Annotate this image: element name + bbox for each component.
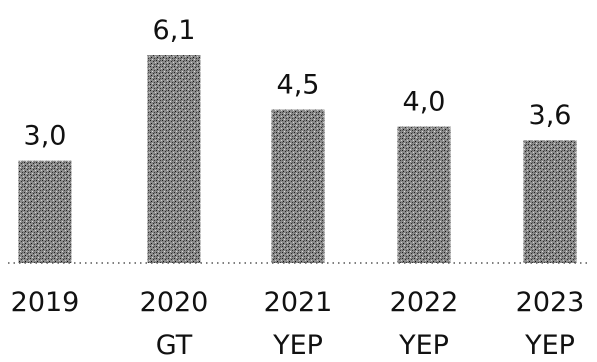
value-label-2020: 6,1 [153, 15, 196, 46]
value-labels-group: 3,0 6,1 4,5 4,0 3,6 [24, 15, 572, 152]
bar-2022 [397, 126, 451, 263]
bar-2019 [18, 160, 72, 263]
x-axis-labels-group: 2019 2020 GT 2021 YEP 2022 YEP 2023 YEP [11, 287, 585, 361]
x-tick-label-2023-sub: YEP [524, 330, 575, 361]
x-tick-label-2023: 2023 [516, 287, 585, 318]
bar-2023 [523, 140, 577, 263]
bars-group [18, 55, 577, 264]
bar-2020 [147, 55, 201, 263]
x-tick-label-2021-sub: YEP [272, 330, 323, 361]
x-tick-label-2021: 2021 [264, 287, 333, 318]
bar-2021 [271, 109, 325, 264]
x-tick-label-2022-sub: YEP [398, 330, 449, 361]
value-label-2021: 4,5 [277, 70, 320, 101]
value-label-2019: 3,0 [24, 121, 67, 152]
x-tick-label-2020: 2020 [140, 287, 209, 318]
value-label-2023: 3,6 [529, 100, 572, 131]
value-label-2022: 4,0 [403, 87, 446, 118]
x-tick-label-2020-sub: GT [156, 330, 193, 361]
x-tick-label-2019: 2019 [11, 287, 80, 318]
x-tick-label-2022: 2022 [390, 287, 459, 318]
